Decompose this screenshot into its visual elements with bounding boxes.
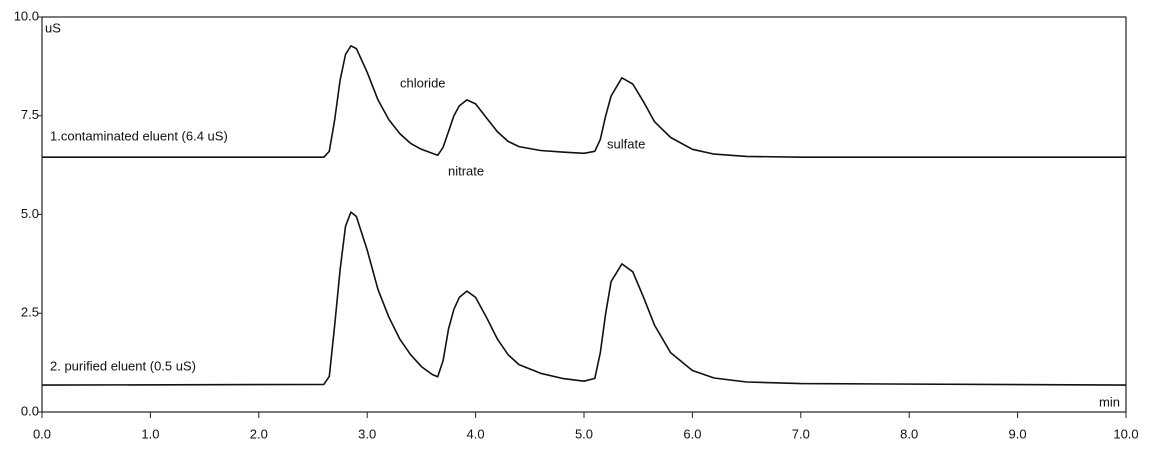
plot-frame <box>41 16 1127 413</box>
series-label: 2. purified eluent (0.5 uS) <box>50 358 196 373</box>
x-tick-label: 3.0 <box>358 426 376 441</box>
trace <box>42 44 1126 158</box>
x-tick-label: 9.0 <box>1009 426 1027 441</box>
peak-annotation: sulfate <box>607 136 645 151</box>
x-tick-label: 1.0 <box>141 426 159 441</box>
y-axis-label: uS <box>45 20 61 35</box>
y-tick-label: 2.5 <box>21 305 39 320</box>
y-tick-label: 7.5 <box>21 107 39 122</box>
y-tick-label: 5.0 <box>21 206 39 221</box>
x-tick-label: 0.0 <box>33 426 51 441</box>
x-tick-label: 4.0 <box>467 426 485 441</box>
trace <box>41 211 1127 386</box>
x-tick-label: 5.0 <box>575 426 593 441</box>
peak-annotation: chloride <box>400 75 446 90</box>
x-tick-label: 6.0 <box>683 426 701 441</box>
x-tick-label: 10.0 <box>1113 426 1138 441</box>
y-tick-label: 10.0 <box>14 8 39 23</box>
y-tick-label: 0.0 <box>21 403 39 418</box>
peak-annotation: nitrate <box>448 163 484 178</box>
series-label: 1.contaminated eluent (6.4 uS) <box>50 128 228 143</box>
x-axis-label: min <box>1099 394 1120 409</box>
x-tick-label: 8.0 <box>900 426 918 441</box>
x-tick-label: 7.0 <box>792 426 810 441</box>
x-tick-label: 2.0 <box>250 426 268 441</box>
